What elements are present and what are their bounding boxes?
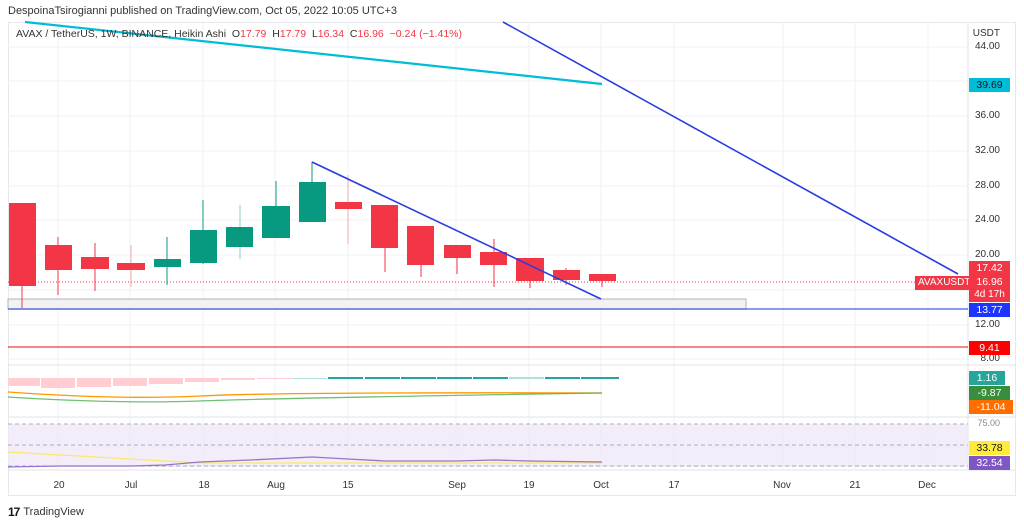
countdown-tag: 4d 17h — [969, 288, 1010, 302]
macd-green-line — [7, 392, 603, 403]
time-label: 20 — [53, 480, 65, 491]
macd-orange-tag: -11.04 — [969, 400, 1013, 414]
rsi-yellow-tag: 33.78 — [969, 441, 1010, 455]
close-value: 16.96 — [357, 28, 384, 40]
chart-frame[interactable] — [8, 22, 1016, 496]
rectangle-zone[interactable] — [7, 298, 747, 310]
rsi-tick: 75.00 — [977, 418, 1000, 428]
price-tick: 12.00 — [974, 319, 1000, 330]
red-level-price-tag: 9.41 — [969, 341, 1010, 355]
rsi-purple-line — [7, 456, 603, 468]
time-label: 18 — [198, 480, 210, 491]
price-tick: 32.00 — [974, 145, 1000, 156]
long-trendline[interactable] — [502, 21, 959, 275]
time-label: Jul — [124, 480, 138, 491]
currency-label: USDT — [972, 28, 1000, 39]
price-tick: 24.00 — [974, 214, 1000, 225]
time-label: Sep — [448, 480, 466, 491]
change-value: −0.24 (−1.41%) — [389, 28, 463, 40]
time-label: 15 — [342, 480, 354, 491]
footer: 17 TradingView — [8, 505, 84, 519]
macd-histogram — [8, 377, 619, 388]
rsi-yellow-line — [7, 451, 602, 464]
published-info: DespoinaTsirogianni published on Trading… — [8, 5, 398, 17]
price-tick: 44.00 — [974, 41, 1000, 52]
price-tick: 36.00 — [974, 110, 1000, 121]
price-tick: 8.00 — [980, 353, 1000, 364]
time-label: Aug — [267, 480, 285, 491]
low-value: 16.34 — [317, 28, 345, 40]
short-trendline[interactable] — [311, 161, 602, 300]
time-label: 17 — [668, 480, 680, 491]
cyan-line-price-tag: 39.69 — [969, 78, 1010, 92]
grid — [8, 23, 968, 470]
tradingview-logo-icon[interactable]: 17 — [8, 505, 20, 519]
macd-green-tag: -9.87 — [969, 386, 1010, 400]
brand-name[interactable]: TradingView — [23, 506, 84, 518]
trendline-price-tag: 17.42 — [969, 261, 1010, 275]
open-value: 17.79 — [240, 28, 267, 40]
price-tick: 20.00 — [974, 249, 1000, 260]
last-price-tag: 16.96 — [969, 275, 1010, 289]
price-tick: 28.00 — [974, 180, 1000, 191]
macd-orange-line — [7, 391, 603, 398]
time-label: 19 — [523, 480, 535, 491]
cyan-trendline[interactable] — [24, 20, 603, 86]
time-label: Oct — [593, 480, 609, 491]
time-label: Nov — [773, 480, 791, 491]
macd-histogram-tag: 1.16 — [969, 371, 1005, 385]
support-price-tag: 13.77 — [969, 303, 1010, 317]
symbol-title[interactable]: AVAX / TetherUS, 1W, BINANCE, Heikin Ash… — [16, 28, 227, 40]
symbol-price-tag: AVAXUSDT — [915, 276, 974, 290]
high-value: 17.79 — [279, 28, 307, 40]
time-label: Dec — [918, 480, 936, 491]
time-label: 21 — [849, 480, 861, 491]
rsi-purple-tag: 32.54 — [969, 456, 1010, 470]
symbol-legend: AVAX / TetherUS, 1W, BINANCE, Heikin Ash… — [16, 28, 463, 40]
candles[interactable] — [9, 162, 616, 308]
